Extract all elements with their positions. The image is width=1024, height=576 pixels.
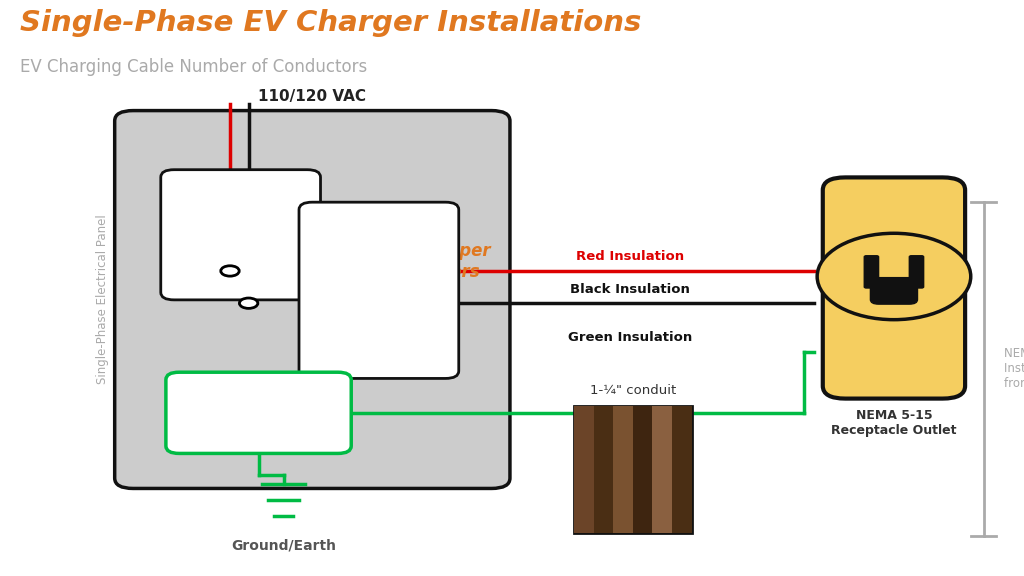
Text: Ground/Earth: Ground/Earth: [231, 539, 336, 552]
Text: Single-Phase EV Charger Installations: Single-Phase EV Charger Installations: [20, 9, 642, 37]
FancyBboxPatch shape: [594, 406, 613, 533]
Text: NEMA 5-15
Receptacle Outlet: NEMA 5-15 Receptacle Outlet: [831, 409, 956, 437]
Circle shape: [240, 298, 258, 308]
Text: NEMA outlet
Installed 20-26"
from the ground: NEMA outlet Installed 20-26" from the gr…: [1004, 347, 1024, 390]
Text: EV Charging Cable Number of Conductors: EV Charging Cable Number of Conductors: [20, 58, 368, 75]
Text: Red Insulation: Red Insulation: [575, 251, 684, 263]
Text: Single-Phase Electrical Panel: Single-Phase Electrical Panel: [96, 215, 109, 384]
FancyBboxPatch shape: [652, 406, 672, 533]
FancyBboxPatch shape: [166, 372, 351, 453]
FancyBboxPatch shape: [633, 406, 652, 533]
Text: Ground Bus: Ground Bus: [213, 406, 304, 420]
FancyBboxPatch shape: [299, 202, 459, 378]
FancyBboxPatch shape: [161, 170, 321, 300]
FancyBboxPatch shape: [115, 111, 510, 488]
Text: Dedicated
EV Charger
Circuit
Breaker: Dedicated EV Charger Circuit Breaker: [344, 268, 414, 313]
FancyBboxPatch shape: [909, 256, 924, 288]
FancyBboxPatch shape: [823, 177, 965, 399]
Text: Main
Breaker: Main Breaker: [210, 219, 271, 250]
Text: Green Insulation: Green Insulation: [567, 331, 692, 344]
Circle shape: [817, 233, 971, 320]
Text: 1-¼" conduit: 1-¼" conduit: [590, 384, 676, 397]
FancyBboxPatch shape: [573, 406, 692, 533]
Text: Black Insulation: Black Insulation: [569, 283, 690, 295]
Text: Three Copper
Conductors: Three Copper Conductors: [364, 242, 490, 281]
Circle shape: [221, 266, 240, 276]
FancyBboxPatch shape: [613, 406, 633, 533]
FancyBboxPatch shape: [870, 278, 918, 304]
Text: 110/120 VAC: 110/120 VAC: [258, 89, 367, 104]
FancyBboxPatch shape: [864, 256, 879, 288]
FancyBboxPatch shape: [573, 406, 594, 533]
FancyBboxPatch shape: [672, 406, 692, 533]
